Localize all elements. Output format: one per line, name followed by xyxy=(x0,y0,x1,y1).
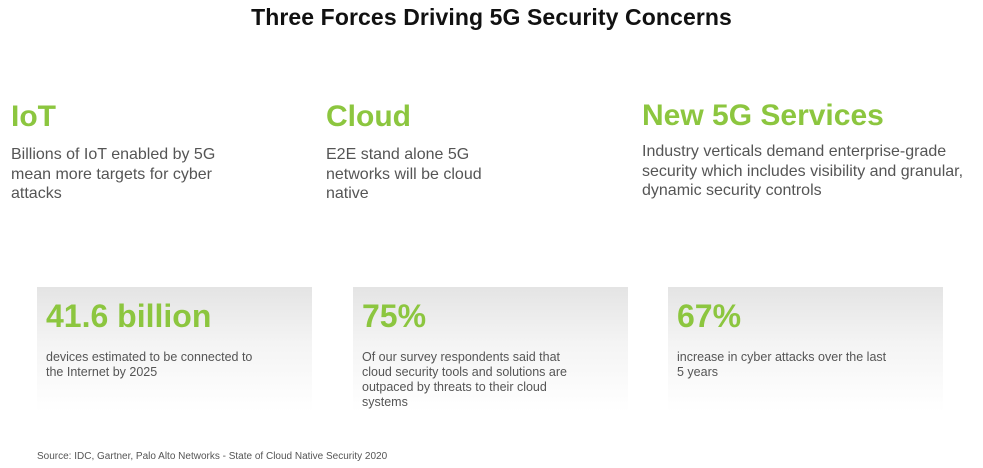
stat-card-iot-devices: 41.6 billion devices estimated to be con… xyxy=(37,287,312,412)
stat-text-cloud-security: Of our survey respondents said that clou… xyxy=(362,350,567,409)
force-description-iot: Billions of IoT enabled by 5G mean more … xyxy=(11,146,216,202)
stat-text-iot-devices: devices estimated to be connected to the… xyxy=(46,350,253,379)
stat-card-cloud-security: 75% Of our survey respondents said that … xyxy=(353,287,628,412)
page-title: Three Forces Driving 5G Security Concern… xyxy=(251,4,732,30)
force-heading-new-5g-services: New 5G Services xyxy=(642,99,884,132)
source-note: Source: IDC, Gartner, Palo Alto Networks… xyxy=(37,451,388,462)
force-iot: IoT Billions of IoT enabled by 5G mean m… xyxy=(11,98,311,204)
stat-value-cloud-security: 75% xyxy=(362,298,427,334)
force-heading-iot: IoT xyxy=(11,100,56,133)
stat-value-iot-devices: 41.6 billion xyxy=(46,298,212,334)
stat-card-cyber-attacks: 67% increase in cyber attacks over the l… xyxy=(668,287,943,412)
force-new-5g-services: New 5G Services Industry verticals deman… xyxy=(642,98,977,201)
force-heading-cloud: Cloud xyxy=(326,100,411,133)
stat-text-cyber-attacks: increase in cyber attacks over the last … xyxy=(677,350,887,379)
force-cloud: Cloud E2E stand alone 5G networks will b… xyxy=(326,98,626,204)
force-description-new-5g-services: Industry verticals demand enterprise-gra… xyxy=(642,143,964,199)
force-description-cloud: E2E stand alone 5G networks will be clou… xyxy=(326,146,482,202)
stat-value-cyber-attacks: 67% xyxy=(677,298,742,334)
